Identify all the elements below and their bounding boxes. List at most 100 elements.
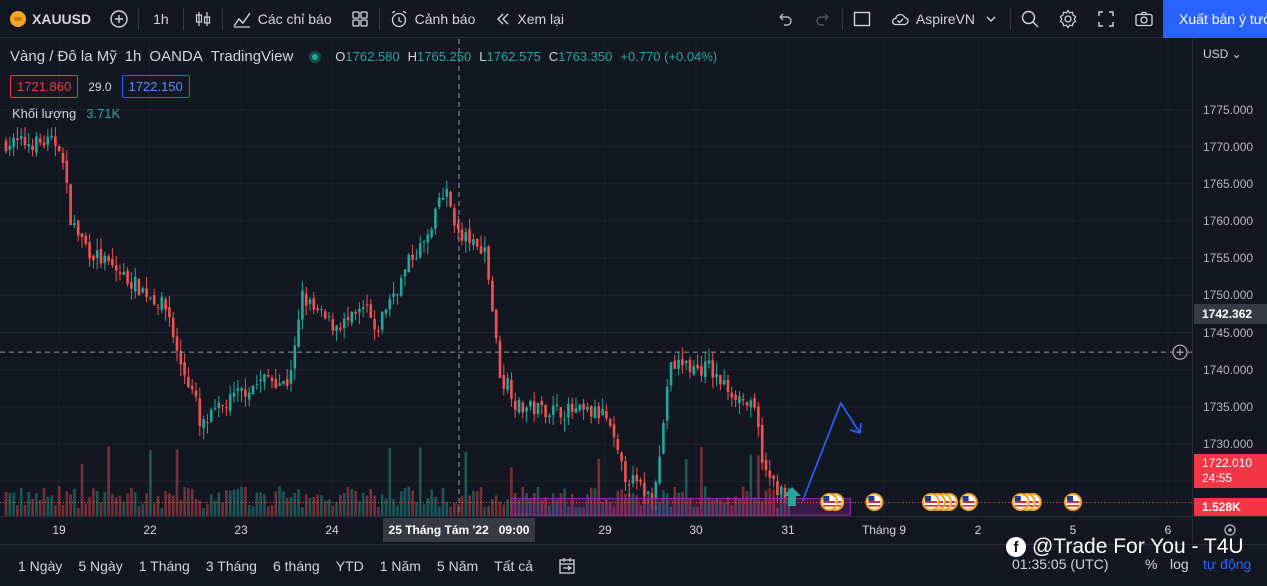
interval-button[interactable]: 1h [153, 10, 169, 27]
symbol-label: XAUUSD [32, 10, 92, 27]
price-axis-tick: 1755.000 [1203, 251, 1254, 266]
compare-button[interactable] [100, 0, 138, 38]
candle-body [620, 452, 623, 462]
volume-bar [130, 487, 133, 516]
price-axis-tick: 1745.000 [1203, 325, 1254, 340]
candle-body [559, 407, 563, 418]
layout-menu-button[interactable]: AspireVN [881, 0, 1010, 38]
chart-pane[interactable] [0, 39, 1192, 516]
symbol-search-button[interactable]: XAUUSD [0, 0, 100, 38]
time-axis-tick: 22 [143, 523, 157, 537]
indicators-button[interactable]: Các chỉ báo [223, 0, 341, 38]
candle-body [422, 241, 426, 243]
utc-clock[interactable]: 01:35:05 (UTC) [1012, 556, 1109, 572]
candle-body [164, 299, 167, 310]
volume-bar [4, 491, 8, 516]
range-button[interactable]: 3 Tháng [205, 557, 257, 574]
price-axis-tick: 1740.000 [1203, 362, 1254, 377]
range-button[interactable]: 1 Năm [379, 557, 421, 574]
volume-bar [225, 490, 228, 516]
volume-bar [263, 493, 266, 516]
candle-body [658, 456, 661, 484]
replay-button[interactable]: Xem lại [484, 0, 573, 38]
range-button[interactable]: YTD [335, 557, 364, 574]
price-axis[interactable]: USD ⌄ 1775.000 1770.000 1765.000 1760.000 17… [1192, 39, 1267, 516]
volume-bar [342, 492, 346, 516]
volume-bar [42, 488, 46, 516]
currency-selector[interactable]: USD ⌄ [1203, 47, 1242, 61]
candle-body [384, 309, 388, 314]
redo-icon [813, 9, 833, 29]
candle-body [456, 223, 460, 229]
volume-bar [259, 492, 262, 516]
range-button[interactable]: 6 tháng [272, 557, 320, 574]
range-button[interactable]: 5 Ngày [78, 557, 123, 574]
candle-body [502, 375, 506, 389]
volume-bar [597, 458, 601, 516]
candle-body [453, 208, 456, 226]
price-chart[interactable] [0, 39, 1192, 516]
time-axis[interactable]: 19 22 23 24 29 30 31 Tháng 9 2 5 6 25 Tháng Tám '2… [0, 516, 1192, 543]
date-range-list: 1 Ngày 5 Ngày 1 Tháng 3 Tháng 6 tháng YTD 1 Nă… [0, 558, 541, 574]
volume-bar [707, 497, 711, 516]
sell-price-button[interactable]: 1721.860 [10, 75, 79, 98]
candle-body [494, 309, 498, 339]
candle-body [555, 404, 559, 407]
volume-bar [251, 505, 255, 516]
candle-body [244, 389, 247, 397]
volume-bar [658, 502, 661, 516]
projection-arrow [801, 401, 861, 502]
candle-body [684, 361, 688, 364]
settings-button[interactable] [1049, 0, 1087, 38]
volume-bar [8, 492, 12, 516]
buy-price-button[interactable]: 1722.150 [121, 75, 190, 98]
candle-body [183, 362, 186, 376]
candle-body [760, 425, 764, 463]
undo-button[interactable] [766, 0, 804, 38]
fullscreen-button[interactable] [1087, 0, 1125, 38]
volume-bar [282, 491, 285, 516]
layouts-button[interactable] [341, 0, 379, 38]
chart-type-button[interactable] [184, 0, 222, 38]
calendar-range-icon[interactable] [557, 556, 577, 576]
flag-stripe [1067, 505, 1079, 507]
axis-settings-corner[interactable] [1192, 516, 1267, 543]
candles-icon [193, 9, 213, 29]
candle-body [437, 197, 441, 207]
range-button[interactable]: 1 Ngày [18, 557, 63, 574]
candle-body [4, 140, 8, 152]
candle-body [510, 379, 513, 399]
gear-icon [1058, 8, 1078, 29]
flag-stripe [823, 501, 836, 503]
log-scale-button[interactable]: log [1170, 556, 1189, 572]
publish-idea-button[interactable]: Xuất bản ý tưởng [1163, 0, 1267, 38]
time-axis-tick: 5 [1069, 523, 1077, 537]
range-button[interactable]: Tất cả [494, 557, 534, 574]
volume-bar [529, 498, 532, 516]
volume-label[interactable]: Khối lượng [12, 106, 77, 121]
volume-bar [624, 493, 627, 516]
candle-body [312, 297, 316, 310]
volume-bar [73, 488, 76, 516]
volume-bar [247, 504, 251, 516]
volume-bar [331, 505, 335, 516]
candle-body [213, 408, 217, 410]
flag-stripe [1014, 501, 1027, 503]
redo-button[interactable] [804, 0, 842, 38]
quick-search-button[interactable] [1011, 0, 1049, 38]
auto-scale-button[interactable]: tự động [1203, 556, 1252, 572]
volume-bar [506, 499, 509, 516]
snapshot-button[interactable] [1125, 0, 1163, 38]
percent-scale-button[interactable]: % [1145, 556, 1158, 572]
price-axis-tick: 1735.000 [1203, 399, 1254, 414]
support-zone-rect [511, 498, 851, 516]
range-button[interactable]: 5 Năm [436, 557, 479, 574]
alerts-button[interactable]: Cảnh báo [380, 0, 485, 38]
volume-bar [745, 491, 749, 516]
volume-bar [114, 497, 118, 516]
fullscreen-layout-button[interactable] [843, 0, 881, 38]
legend-symbol-title[interactable]: Vàng / Đô la Mỹ [10, 48, 117, 65]
volume-bar [38, 499, 42, 516]
candle-body [608, 419, 612, 426]
range-button[interactable]: 1 Tháng [138, 557, 190, 574]
